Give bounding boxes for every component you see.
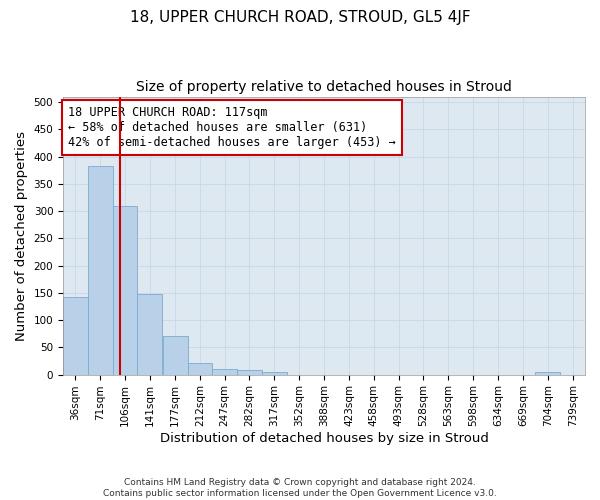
X-axis label: Distribution of detached houses by size in Stroud: Distribution of detached houses by size …: [160, 432, 488, 445]
Text: 18 UPPER CHURCH ROAD: 117sqm
← 58% of detached houses are smaller (631)
42% of s: 18 UPPER CHURCH ROAD: 117sqm ← 58% of de…: [68, 106, 396, 150]
Title: Size of property relative to detached houses in Stroud: Size of property relative to detached ho…: [136, 80, 512, 94]
Bar: [63, 296, 88, 374]
Bar: [113, 206, 137, 374]
Text: 18, UPPER CHURCH ROAD, STROUD, GL5 4JF: 18, UPPER CHURCH ROAD, STROUD, GL5 4JF: [130, 10, 470, 25]
Bar: [262, 372, 287, 374]
Bar: [212, 369, 237, 374]
Y-axis label: Number of detached properties: Number of detached properties: [15, 130, 28, 340]
Bar: [137, 294, 162, 374]
Bar: [88, 166, 113, 374]
Bar: [188, 362, 212, 374]
Bar: [237, 370, 262, 374]
Bar: [163, 336, 188, 374]
Bar: [535, 372, 560, 374]
Text: Contains HM Land Registry data © Crown copyright and database right 2024.
Contai: Contains HM Land Registry data © Crown c…: [103, 478, 497, 498]
